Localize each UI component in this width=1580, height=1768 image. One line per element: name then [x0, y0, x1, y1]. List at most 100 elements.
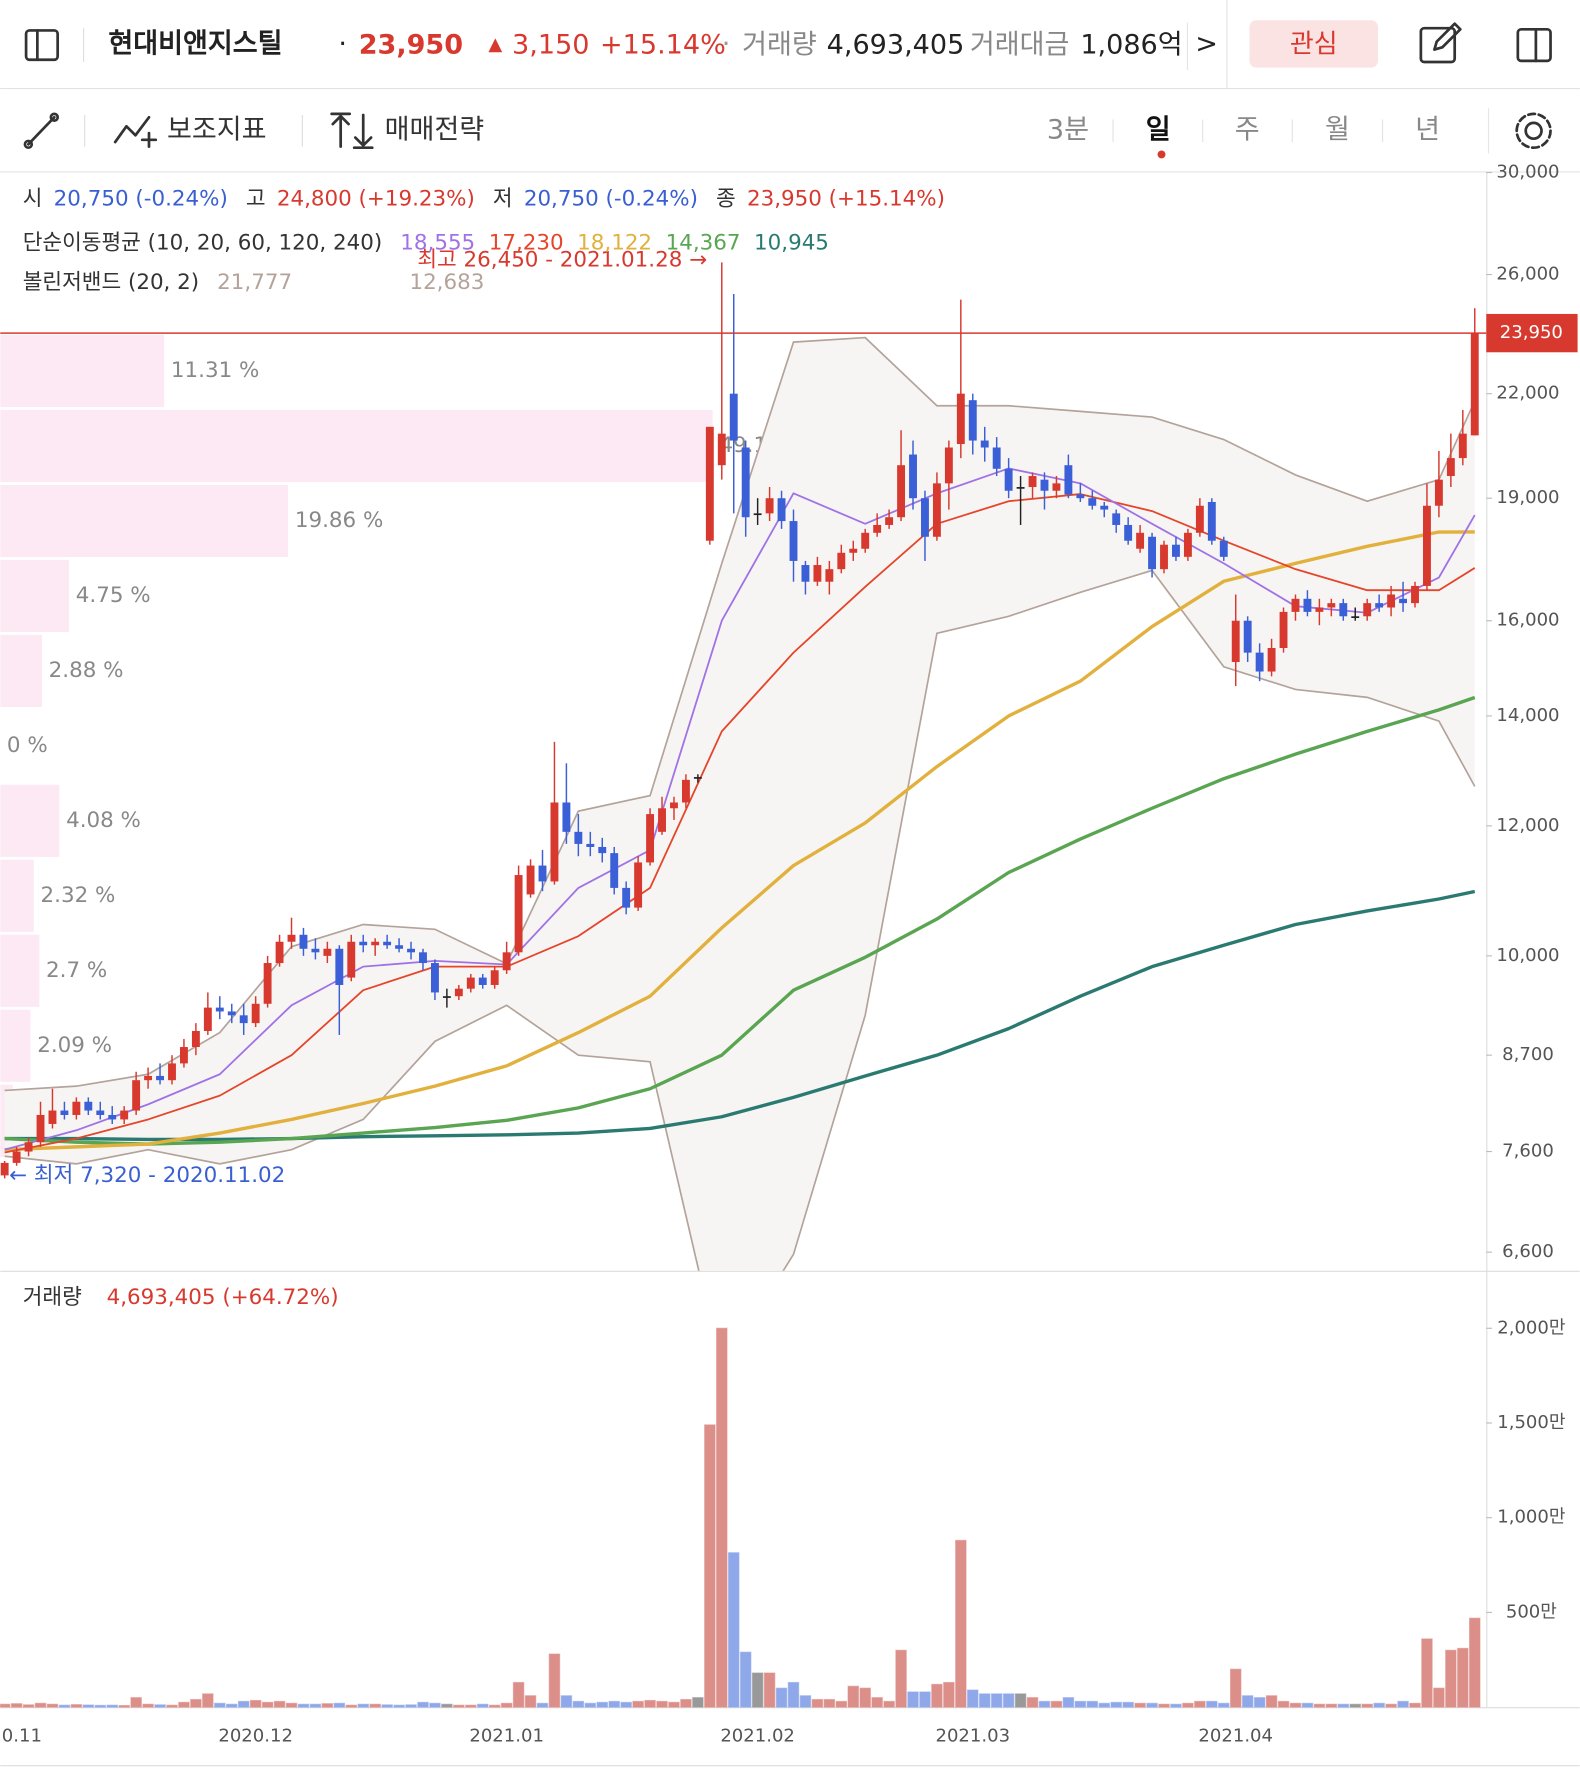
volume-profile-bar: [0, 934, 40, 1007]
x-tick-label: 2021.01: [469, 1725, 544, 1746]
candle-body: [275, 941, 284, 964]
edit-button[interactable]: [1419, 22, 1462, 64]
volume-bar: [763, 1672, 776, 1708]
candle-body: [1446, 458, 1455, 477]
volume-profile-label: 2.32 %: [41, 883, 116, 908]
watch-button[interactable]: 관심: [1249, 20, 1379, 68]
volume-bar: [572, 1700, 585, 1708]
candle-body: [323, 948, 332, 956]
volume-bar: [1409, 1702, 1421, 1708]
volume-profile-bar: [0, 559, 70, 632]
candle-body: [1375, 603, 1384, 608]
candle-body: [1458, 433, 1467, 459]
candle-body: [478, 977, 487, 985]
candle-body: [132, 1080, 141, 1111]
interval-tab[interactable]: 3분: [1047, 114, 1089, 145]
interval-tab[interactable]: 일: [1146, 114, 1171, 145]
volume-bar: [644, 1699, 656, 1708]
y-tick-label: 6,600: [1502, 1241, 1554, 1262]
volume-bar: [512, 1681, 525, 1708]
y-tick-label: 16,000: [1496, 610, 1559, 631]
volume-bar: [1373, 1702, 1385, 1708]
candle-body: [1207, 501, 1216, 541]
candle-body: [1470, 333, 1479, 436]
volume-bar: [202, 1693, 214, 1708]
candle-body: [1136, 532, 1145, 549]
volume-label: 거래량: [742, 30, 817, 61]
candle-body: [753, 513, 762, 516]
candle-body: [1434, 479, 1443, 506]
candle-body: [1363, 603, 1372, 617]
candle-body: [430, 963, 439, 993]
candle-body: [777, 498, 786, 522]
candle-body: [586, 843, 595, 847]
high-annotation: 최고 26,450 - 2021.01.28 →: [417, 247, 707, 272]
volume-bar: [142, 1703, 154, 1708]
dot: ·: [722, 29, 731, 60]
ohlc-label: 고: [246, 187, 266, 212]
ma-legend-value: 17,230: [489, 231, 564, 256]
bollinger-fill: [4, 337, 1475, 1271]
volume-bar: [1146, 1702, 1158, 1708]
draw-tool[interactable]: [23, 112, 60, 150]
volume-bar: [739, 1651, 752, 1708]
volume-bar: [584, 1702, 597, 1708]
y-tick-label: 30,000: [1496, 162, 1559, 183]
interval-tab[interactable]: 주: [1235, 114, 1260, 145]
volume-bar: [1098, 1702, 1110, 1708]
candle-body: [526, 865, 535, 895]
interval-tab[interactable]: 년: [1415, 114, 1440, 145]
bollinger-legend-value: 12,683: [409, 270, 484, 295]
volume-legend-value: 4,693,405 (+64.72%): [107, 1285, 339, 1310]
volume-bar: [34, 1702, 47, 1708]
volume-bar: [1277, 1700, 1290, 1708]
volume-bar: [225, 1703, 238, 1708]
candle-body: [12, 1151, 21, 1163]
volume-bar: [1337, 1703, 1350, 1708]
more-button[interactable]: >: [1195, 29, 1218, 60]
candle-body: [538, 865, 547, 882]
volume-bar: [381, 1704, 393, 1708]
settings-button[interactable]: [1515, 112, 1552, 150]
volume-profile-label: 11.31 %: [171, 358, 259, 383]
candle-body: [1148, 536, 1157, 570]
volume-bar: [476, 1703, 489, 1708]
volume-bar: [1218, 1702, 1230, 1708]
ohlc-value: 23,950 (+15.14%): [747, 187, 945, 212]
volume-bar: [130, 1697, 142, 1708]
watch-label: 관심: [1290, 30, 1338, 60]
candle-body: [239, 1015, 248, 1024]
ohlc-label: 저: [493, 187, 513, 212]
volume-bar: [1313, 1703, 1326, 1708]
candle-body: [873, 524, 882, 533]
volume-bar: [955, 1539, 967, 1708]
candle-body: [60, 1110, 69, 1115]
interval-tab[interactable]: 월: [1325, 114, 1350, 145]
indicators-label: 보조지표: [167, 114, 267, 145]
volume-bar: [429, 1702, 441, 1708]
candle-body: [120, 1110, 129, 1120]
volume-bar: [1325, 1703, 1338, 1708]
volume-bar: [321, 1703, 334, 1708]
ma-legend-value: 14,367: [666, 231, 741, 256]
indicators-button[interactable]: 보조지표: [113, 114, 267, 148]
candle-body: [251, 1003, 260, 1024]
ma-legend-value: 18,555: [400, 231, 475, 256]
candle-body: [48, 1110, 57, 1124]
volume-bar: [751, 1672, 764, 1708]
menu-button[interactable]: [24, 29, 60, 62]
volume-bar: [1038, 1700, 1051, 1708]
volume-bar: [1361, 1703, 1373, 1708]
panel-button[interactable]: [1516, 27, 1552, 63]
volume-bar: [1170, 1703, 1182, 1708]
bollinger-legend-value: 21,777: [217, 270, 292, 295]
candle-body: [24, 1142, 33, 1152]
volume-bar: [94, 1704, 107, 1708]
strategy-button[interactable]: 매매전략: [330, 112, 485, 150]
candle-body: [227, 1011, 236, 1016]
volume-bar: [1229, 1668, 1242, 1708]
volume-bar: [931, 1683, 943, 1708]
candle-body: [980, 440, 989, 448]
candle-body: [634, 862, 643, 908]
